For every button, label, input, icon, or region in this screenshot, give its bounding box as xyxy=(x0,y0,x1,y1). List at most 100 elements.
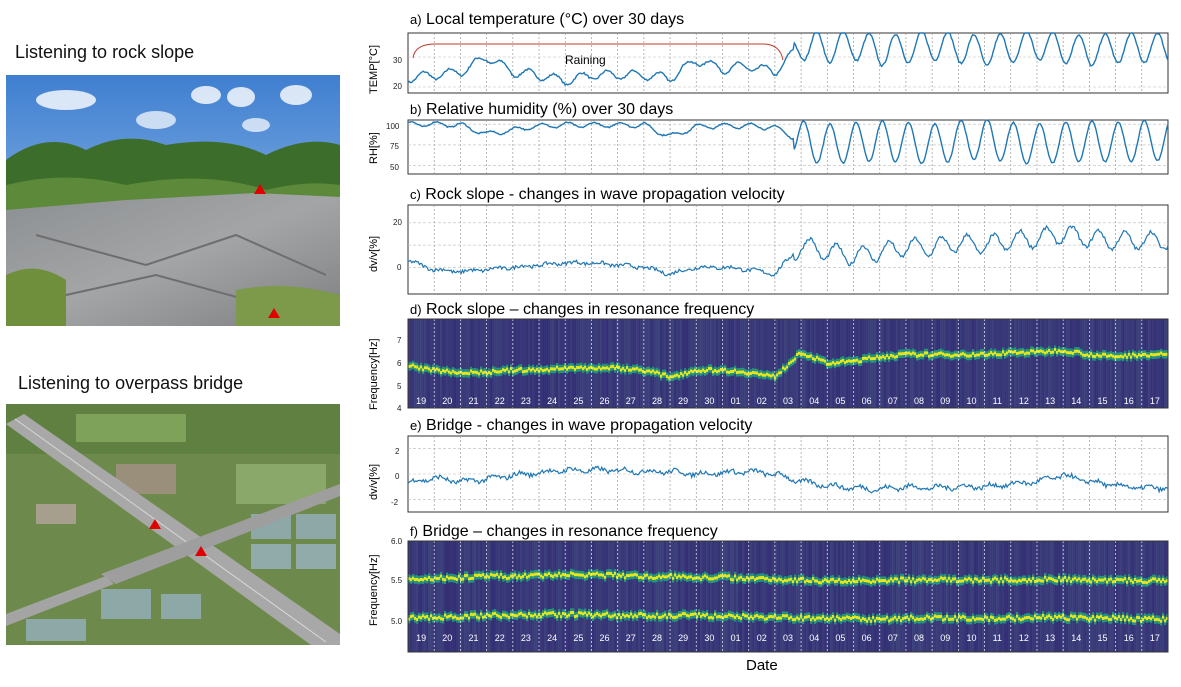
spectrogram-peak xyxy=(982,351,985,355)
spectrogram-peak xyxy=(706,575,709,579)
day-label: 09 xyxy=(940,633,950,643)
spectrogram-peak xyxy=(1130,616,1133,620)
spectrogram-peak xyxy=(712,616,715,620)
spectrogram-peak xyxy=(758,576,761,580)
spectrogram-peak xyxy=(482,573,485,577)
spectrogram-peak xyxy=(422,578,425,582)
spectrogram-column xyxy=(1064,319,1067,408)
spectrogram-column xyxy=(986,541,989,652)
spectrogram-peak xyxy=(662,574,665,578)
spectrogram-column xyxy=(526,319,529,408)
spectrogram-peak xyxy=(768,373,771,377)
spectrogram-column xyxy=(426,319,429,408)
spectrogram-column xyxy=(870,319,873,408)
spectrogram-peak xyxy=(1136,355,1139,359)
spectrogram-peak xyxy=(1048,348,1051,352)
panel-d-rock-frequency: d) Rock slope – changes in resonance fre… xyxy=(368,301,1169,413)
temperature-line xyxy=(407,31,1169,87)
spectrogram-peak xyxy=(652,614,655,618)
spectrogram-peak xyxy=(642,369,645,373)
spectrogram-peak xyxy=(514,573,517,577)
spectrogram-peak xyxy=(1162,352,1165,356)
spectrogram-column xyxy=(598,541,601,652)
spectrogram-peak xyxy=(948,617,951,621)
spectrogram-peak xyxy=(854,615,857,619)
sensor-marker xyxy=(268,308,280,318)
spectrogram-peak xyxy=(1020,579,1023,583)
day-label: 21 xyxy=(469,633,479,643)
spectrogram-peak xyxy=(460,577,463,581)
spectrogram-column xyxy=(644,541,647,652)
spectrogram-peak xyxy=(422,614,425,618)
spectrogram-peak xyxy=(686,576,689,580)
spectrogram-peak xyxy=(594,613,597,617)
spectrogram-column xyxy=(716,319,719,408)
spectrogram-column xyxy=(950,541,953,652)
spectrogram-peak xyxy=(688,371,691,375)
spectrogram-column xyxy=(728,319,731,408)
spectrogram-column xyxy=(1120,541,1123,652)
spectrogram-peak xyxy=(1056,615,1059,619)
panel-d-ytick: 6 xyxy=(397,359,402,368)
spectrogram-column xyxy=(702,541,705,652)
spectrogram-peak xyxy=(628,574,631,578)
spectrogram-peak xyxy=(1050,616,1053,620)
day-label: 11 xyxy=(993,396,1002,406)
spectrogram-column xyxy=(972,541,975,652)
spectrogram-peak xyxy=(606,572,609,576)
spectrogram-column xyxy=(874,319,877,408)
spectrogram-peak xyxy=(838,616,841,620)
spectrogram-peak xyxy=(680,575,683,579)
spectrogram-column xyxy=(868,319,871,408)
spectrogram-peak xyxy=(790,615,793,619)
spectrogram-column xyxy=(1038,541,1041,652)
spectrogram-column xyxy=(1062,541,1065,652)
spectrogram-peak xyxy=(670,614,673,618)
spectrogram-peak xyxy=(472,370,475,374)
spectrogram-column xyxy=(926,319,929,408)
spectrogram-peak xyxy=(508,576,511,580)
spectrogram-peak xyxy=(674,573,677,577)
spectrogram-column xyxy=(872,319,875,408)
spectrogram-peak xyxy=(1060,615,1063,619)
spectrogram-column xyxy=(440,541,443,652)
spectrogram-column xyxy=(1016,541,1019,652)
spectrogram-column xyxy=(1036,541,1039,652)
spectrogram-peak xyxy=(692,577,695,581)
day-label: 04 xyxy=(809,396,819,406)
panel-f-ytick: 6.0 xyxy=(391,537,403,546)
spectrogram-peak xyxy=(1108,354,1111,358)
spectrogram-column xyxy=(408,541,411,652)
spectrogram-peak xyxy=(480,574,483,578)
spectrogram-peak xyxy=(930,617,933,621)
spectrogram-peak xyxy=(672,576,675,580)
spectrogram-column xyxy=(492,541,495,652)
spectrogram-peak xyxy=(1000,577,1003,581)
spectrogram-column xyxy=(1006,541,1009,652)
spectrogram-column xyxy=(674,541,677,652)
spectrogram-column xyxy=(622,541,625,652)
spectrogram-peak xyxy=(984,353,987,357)
spectrogram-column xyxy=(790,541,793,652)
spectrogram-column xyxy=(752,319,755,408)
spectrogram-peak xyxy=(760,576,763,580)
spectrogram-peak xyxy=(854,359,857,363)
panel-d-title: d) Rock slope – changes in resonance fre… xyxy=(410,301,754,318)
spectrogram-peak xyxy=(732,614,735,618)
spectrogram-peak xyxy=(702,613,705,617)
spectrogram-column xyxy=(542,541,545,652)
spectrogram-peak xyxy=(974,618,977,622)
spectrogram-peak xyxy=(814,358,817,362)
spectrogram-peak xyxy=(976,353,979,357)
spectrogram-column xyxy=(1084,541,1087,652)
spectrogram-column xyxy=(596,541,599,652)
spectrogram-column xyxy=(794,541,797,652)
spectrogram-column xyxy=(742,319,745,408)
spectrogram-peak xyxy=(840,359,843,363)
spectrogram-peak xyxy=(952,577,955,581)
spectrogram-column xyxy=(734,541,737,652)
spectrogram-column xyxy=(1058,319,1061,408)
spectrogram-peak xyxy=(794,357,797,361)
spectrogram-column xyxy=(430,541,433,652)
spectrogram-column xyxy=(594,541,597,652)
